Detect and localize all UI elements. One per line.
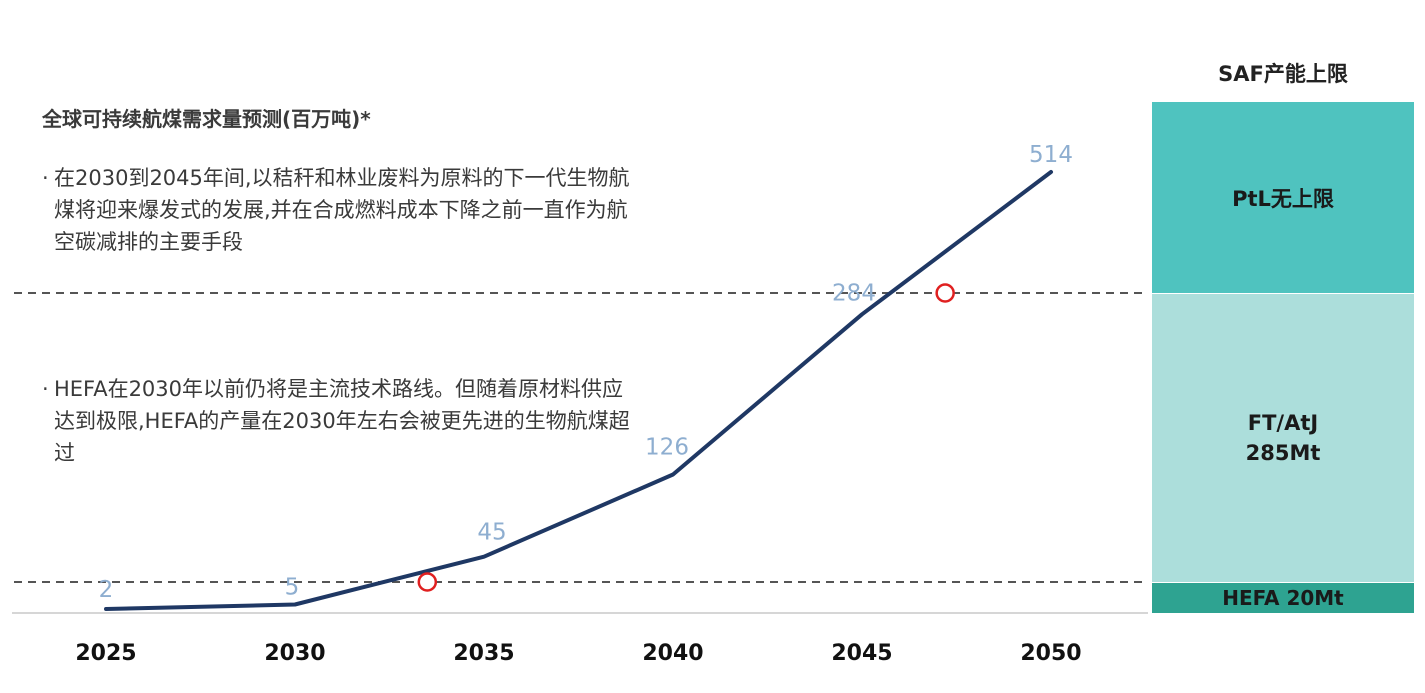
- capacity-block-hefa: HEFA 20Mt: [1152, 583, 1414, 613]
- data-label-2035: 45: [477, 520, 506, 546]
- capacity-value-ft-atj: 285Mt: [1245, 441, 1321, 465]
- capacity-block-ptl: PtL无上限: [1152, 102, 1414, 293]
- note-hefa: · HEFA在2030年以前仍将是主流技术路线。但随着原材料供应达到极限,HEF…: [42, 373, 632, 469]
- data-label-2040: 126: [645, 435, 689, 461]
- x-tick-2040: 2040: [642, 641, 703, 666]
- data-label-2025: 2: [99, 577, 114, 603]
- note-next-gen-biofuel: · 在2030到2045年间,以秸秆和林业废料为原料的下一代生物航煤将迎来爆发式…: [42, 162, 632, 258]
- data-label-2050: 514: [1029, 142, 1073, 168]
- bullet: ·: [42, 377, 49, 401]
- demand-series-line: [104, 170, 1053, 611]
- capacity-header: SAF产能上限: [1218, 62, 1348, 86]
- crossing-marker-2: [935, 283, 955, 303]
- chart-title: 全球可持续航煤需求量预测(百万吨)*: [42, 107, 371, 131]
- capacity-label-ft-atj: FT/AtJ: [1247, 411, 1319, 435]
- x-tick-2025: 2025: [75, 641, 136, 666]
- note-text: 在2030到2045年间,以秸秆和林业废料为原料的下一代生物航煤将迎来爆发式的发…: [54, 166, 630, 254]
- bullet: ·: [42, 166, 49, 190]
- data-label-2045: 284: [832, 280, 876, 306]
- x-tick-2030: 2030: [264, 641, 325, 666]
- capacity-block-ft-atj: FT/AtJ 285Mt: [1152, 294, 1414, 582]
- crossing-marker-1: [417, 572, 438, 592]
- data-label-2030: 5: [285, 575, 300, 601]
- x-tick-2050: 2050: [1020, 641, 1081, 666]
- x-tick-2035: 2035: [453, 641, 514, 666]
- x-tick-2045: 2045: [831, 641, 892, 666]
- capacity-label-ptl: PtL无上限: [1232, 186, 1334, 211]
- capacity-label-hefa: HEFA 20Mt: [1222, 586, 1344, 610]
- note-text: HEFA在2030年以前仍将是主流技术路线。但随着原材料供应达到极限,HEFA的…: [54, 377, 630, 465]
